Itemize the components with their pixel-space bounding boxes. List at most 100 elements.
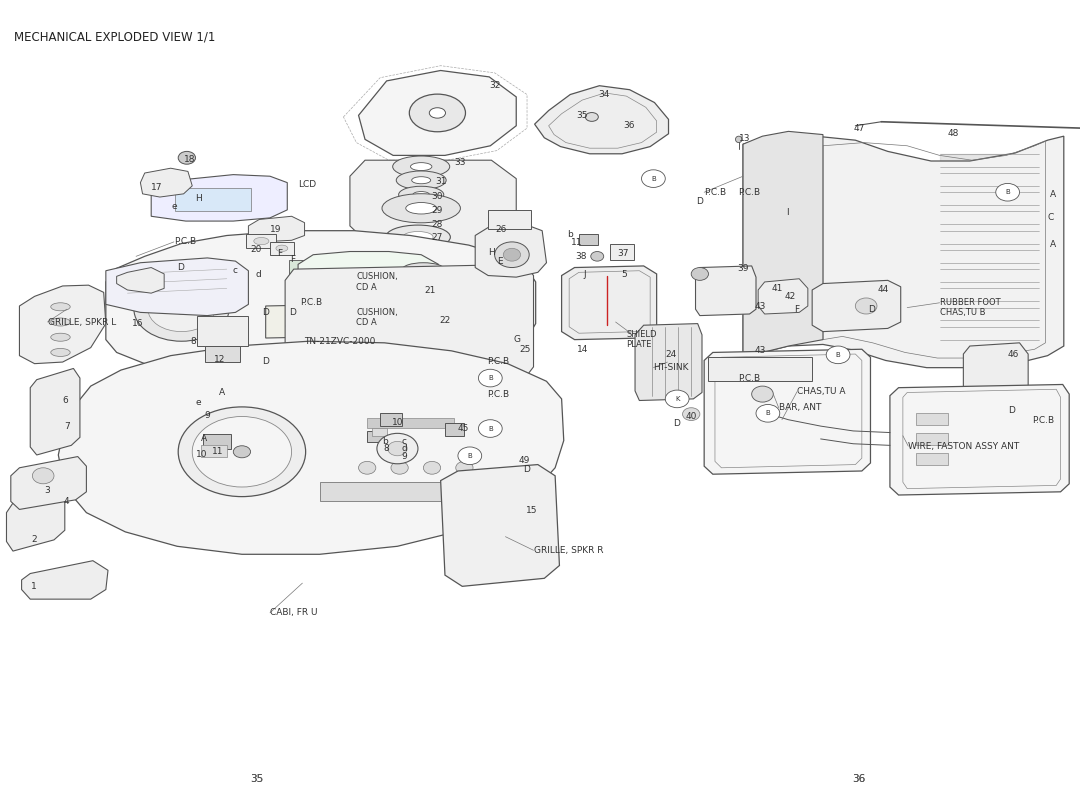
Text: BAR, ANT: BAR, ANT	[779, 403, 821, 413]
Text: 33: 33	[455, 158, 467, 167]
Polygon shape	[359, 70, 516, 155]
Bar	[175, 188, 251, 211]
Text: 9: 9	[402, 452, 407, 461]
Ellipse shape	[369, 324, 378, 328]
Ellipse shape	[148, 287, 215, 332]
Ellipse shape	[438, 301, 447, 308]
Bar	[246, 234, 276, 248]
Bar	[367, 431, 384, 442]
Text: CABI, FR U: CABI, FR U	[270, 608, 318, 618]
Text: P.C.B: P.C.B	[487, 356, 509, 366]
Ellipse shape	[402, 263, 445, 277]
Polygon shape	[562, 266, 657, 340]
Text: P.C.B: P.C.B	[487, 389, 509, 399]
Circle shape	[752, 386, 773, 402]
Text: 10: 10	[195, 450, 207, 460]
Circle shape	[855, 298, 877, 314]
Text: 31: 31	[435, 176, 447, 186]
Text: D: D	[523, 465, 529, 474]
Ellipse shape	[426, 324, 434, 328]
Ellipse shape	[192, 417, 292, 487]
Circle shape	[665, 390, 689, 408]
Ellipse shape	[403, 231, 433, 243]
Text: CUSHION,
CD A: CUSHION, CD A	[356, 308, 399, 327]
Text: F: F	[794, 304, 799, 314]
Ellipse shape	[369, 313, 378, 318]
Text: 36: 36	[852, 774, 865, 783]
Text: 15: 15	[526, 505, 538, 515]
Text: CUSHION,
CD A: CUSHION, CD A	[356, 272, 399, 292]
Text: e: e	[172, 202, 177, 211]
Ellipse shape	[51, 303, 70, 311]
Text: 39: 39	[738, 264, 750, 273]
Circle shape	[996, 183, 1020, 201]
Text: 24: 24	[665, 350, 676, 360]
Bar	[201, 445, 227, 457]
Text: D: D	[262, 308, 269, 317]
Text: 41: 41	[771, 284, 783, 293]
Polygon shape	[535, 86, 669, 154]
Text: 25: 25	[519, 344, 531, 354]
Circle shape	[178, 151, 195, 164]
Text: 13: 13	[739, 134, 751, 143]
Circle shape	[478, 420, 502, 437]
Text: 17: 17	[151, 183, 163, 192]
Circle shape	[32, 468, 54, 484]
Text: D: D	[673, 419, 679, 429]
Text: I: I	[786, 207, 788, 217]
Bar	[445, 423, 464, 436]
Bar	[270, 242, 294, 255]
Ellipse shape	[413, 266, 434, 274]
Ellipse shape	[51, 348, 70, 356]
Text: 27: 27	[431, 233, 443, 243]
Text: 21: 21	[424, 286, 436, 296]
Text: e: e	[195, 397, 201, 407]
Ellipse shape	[413, 191, 430, 198]
Text: E: E	[497, 256, 502, 266]
Ellipse shape	[51, 318, 70, 326]
Text: 35: 35	[251, 774, 264, 783]
Circle shape	[591, 252, 604, 261]
Bar	[380, 413, 402, 426]
Text: 10: 10	[392, 418, 404, 428]
Text: 46: 46	[1008, 350, 1020, 360]
Text: 8: 8	[383, 444, 389, 453]
Ellipse shape	[386, 225, 450, 249]
Text: P.C.B: P.C.B	[738, 374, 759, 384]
Ellipse shape	[393, 156, 449, 177]
Text: 34: 34	[598, 90, 610, 99]
Bar	[916, 433, 948, 445]
Ellipse shape	[410, 163, 432, 171]
Bar	[320, 482, 451, 501]
Circle shape	[683, 408, 700, 421]
Text: c: c	[402, 437, 407, 446]
Polygon shape	[22, 561, 108, 599]
Text: A: A	[219, 388, 226, 397]
Text: CHAS,TU A: CHAS,TU A	[797, 387, 846, 396]
Circle shape	[456, 461, 473, 474]
Text: B: B	[651, 175, 656, 182]
Polygon shape	[635, 324, 702, 400]
Text: HT-SINK: HT-SINK	[653, 363, 689, 372]
Text: GRILLE, SPKR R: GRILLE, SPKR R	[534, 545, 603, 555]
Ellipse shape	[414, 300, 434, 306]
Polygon shape	[106, 231, 536, 383]
Polygon shape	[30, 368, 80, 455]
Text: J: J	[583, 270, 585, 280]
Bar	[488, 210, 531, 229]
Text: 2: 2	[31, 535, 37, 545]
Text: 8: 8	[190, 336, 195, 346]
Circle shape	[691, 268, 708, 280]
Circle shape	[423, 461, 441, 474]
Text: SHIELD
PLATE: SHIELD PLATE	[626, 330, 657, 349]
Ellipse shape	[735, 136, 742, 143]
Text: RUBBER FOOT
CHAS,TU B: RUBBER FOOT CHAS,TU B	[940, 298, 1000, 317]
Text: 7: 7	[64, 421, 69, 431]
Ellipse shape	[396, 171, 446, 190]
Polygon shape	[475, 224, 546, 277]
Text: H: H	[195, 194, 202, 203]
Bar	[916, 453, 948, 465]
Ellipse shape	[426, 313, 434, 318]
Text: 32: 32	[489, 81, 501, 91]
Bar	[610, 244, 634, 260]
